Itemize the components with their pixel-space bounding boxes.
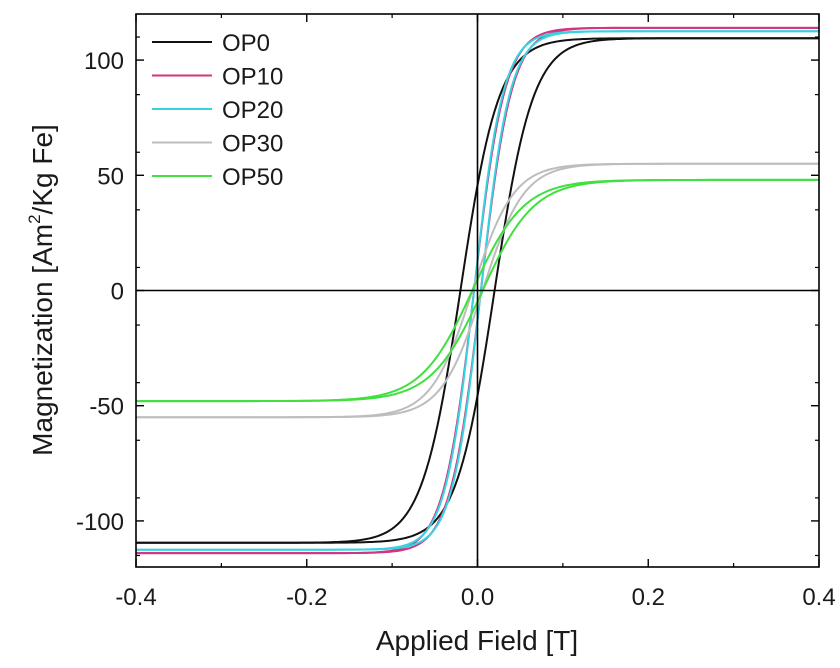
y-axis-label-main: Magnetization [Am (27, 224, 58, 456)
y-axis-label: Magnetization [Am2/Kg Fe] (25, 124, 58, 456)
x-tick-label: 0.4 (802, 584, 835, 611)
axes: -0.4 -0.2 0.0 0.2 0.4 -100 -50 0 50 100 (76, 13, 836, 611)
legend-label-op10: OP10 (222, 64, 283, 91)
y-tick-label: -100 (76, 509, 124, 536)
x-tick-label: -0.2 (286, 584, 327, 611)
legend-label-op20: OP20 (222, 97, 283, 124)
y-tick-label: -50 (89, 394, 124, 421)
y-axis-label-tail: /Kg Fe] (27, 124, 58, 214)
x-tick-label: 0.0 (461, 584, 494, 611)
legend: OP0 OP10 OP20 OP30 OP50 (152, 30, 283, 191)
zero-lines (136, 14, 819, 567)
legend-label-op0: OP0 (222, 30, 270, 57)
y-tick-label: 0 (111, 279, 124, 306)
legend-label-op30: OP30 (222, 131, 283, 158)
x-axis-label: Applied Field [T] (376, 625, 578, 656)
legend-label-op50: OP50 (222, 164, 283, 191)
x-tick-label: -0.4 (115, 584, 156, 611)
y-tick-label: 50 (97, 163, 124, 190)
y-axis-label-sup: 2 (25, 214, 44, 223)
x-tick-label: 0.2 (632, 584, 665, 611)
y-tick-label: 100 (84, 48, 124, 75)
